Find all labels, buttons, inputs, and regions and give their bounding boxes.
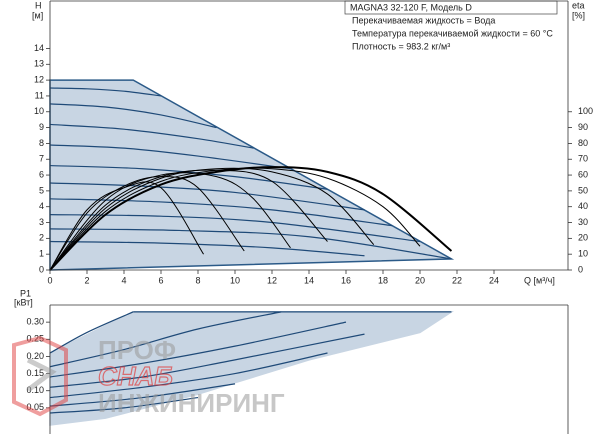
y2-label: eta [572,0,585,10]
y-tick-label: 14 [34,43,44,53]
curve [49,87,162,97]
annotation: Перекачиваемая жидкость = Вода [352,15,495,25]
annotation: Плотность = 983.2 кг/м³ [352,41,450,51]
curve [49,383,236,407]
y-tick-label: 5 [39,185,44,195]
watermark-text: СНАБ [98,361,173,391]
y-label: H [35,0,42,10]
y2-tick-label: 100 [578,106,593,116]
model: MAGNA3 32-120 F, Модель D [350,2,472,12]
x-tick-label: 2 [84,275,89,285]
x-tick-label: 22 [452,275,462,285]
y-tick-label: 0.30 [26,317,44,327]
y-tick-label: 0 [39,264,44,274]
curve [49,311,282,368]
x-tick-label: 20 [415,275,425,285]
curve [49,103,217,129]
y-tick-label: 0.20 [26,351,44,361]
x-tick-label: 0 [47,275,52,285]
y-unit: [м] [32,10,43,20]
y-tick-label: 4 [39,201,44,211]
curve [49,240,365,257]
x-tick-label: 16 [341,275,351,285]
efficiency-curve [49,176,245,271]
x-tick-label: 10 [230,275,240,285]
efficiency-curve [49,181,204,271]
y2-tick-label: 0 [578,264,583,274]
curve [49,123,254,149]
curve [49,144,291,170]
curve [49,311,134,354]
y-tick-label: 9 [39,122,44,132]
y-tick-label: 10 [34,106,44,116]
y-tick-label: 0.05 [26,402,44,412]
x-tick-label: 6 [158,275,163,285]
x-tick-label: 8 [195,275,200,285]
curve [49,228,452,260]
area [49,79,455,271]
y-tick-label: 0.15 [26,368,44,378]
y2-tick-label: 60 [578,169,588,179]
efficiency-curve [49,167,375,271]
x-label: Q [м³/ч] [524,275,555,285]
x-tick-label: 12 [267,275,277,285]
efficiency-curve [49,172,291,271]
y-tick-label: 7 [39,154,44,164]
y-tick-label: 12 [34,74,44,84]
y-tick-label: 2 [39,233,44,243]
curve [49,333,365,388]
curve [49,164,328,190]
y-tick-label: 6 [39,169,44,179]
x-tick-label: 24 [489,275,499,285]
y2-tick-label: 10 [578,249,588,259]
curve [49,396,199,414]
y-unit: [кВт] [14,297,33,307]
efficiency-curve [49,169,328,271]
y-tick-label: 0.10 [26,385,44,395]
y2-tick-label: 50 [578,185,588,195]
y-tick-label: 1 [39,249,44,259]
watermark-text: ПРОФ [98,335,176,365]
x-tick-label: 18 [378,275,388,285]
y2-tick-label: 30 [578,217,588,227]
y2-unit: [%] [572,10,585,20]
y2-tick-label: 70 [578,154,588,164]
y2-tick-label: 20 [578,233,588,243]
logo [12,335,68,417]
y-tick-label: 11 [35,90,44,100]
curve [49,352,328,399]
y2-tick-label: 40 [578,201,588,211]
y2-tick-label: 80 [578,138,588,148]
y-tick-label: 13 [34,59,44,69]
y-tick-label: 3 [39,217,44,227]
x-tick-label: 14 [304,275,314,285]
y-label: P1 [20,288,31,298]
curve [49,214,421,243]
watermark-text: ИНЖИНИРИНГ [98,388,285,418]
x-tick-label: 4 [121,275,126,285]
y-tick-label: 8 [39,138,44,148]
y2-tick-label: 90 [578,122,588,132]
curve [49,182,365,211]
curve [49,321,347,378]
watermark: ПРОФ СНАБ ИНЖИНИРИНГ [12,335,285,418]
annotation: Температура перекачиваемой жидкости = 60… [352,28,553,38]
